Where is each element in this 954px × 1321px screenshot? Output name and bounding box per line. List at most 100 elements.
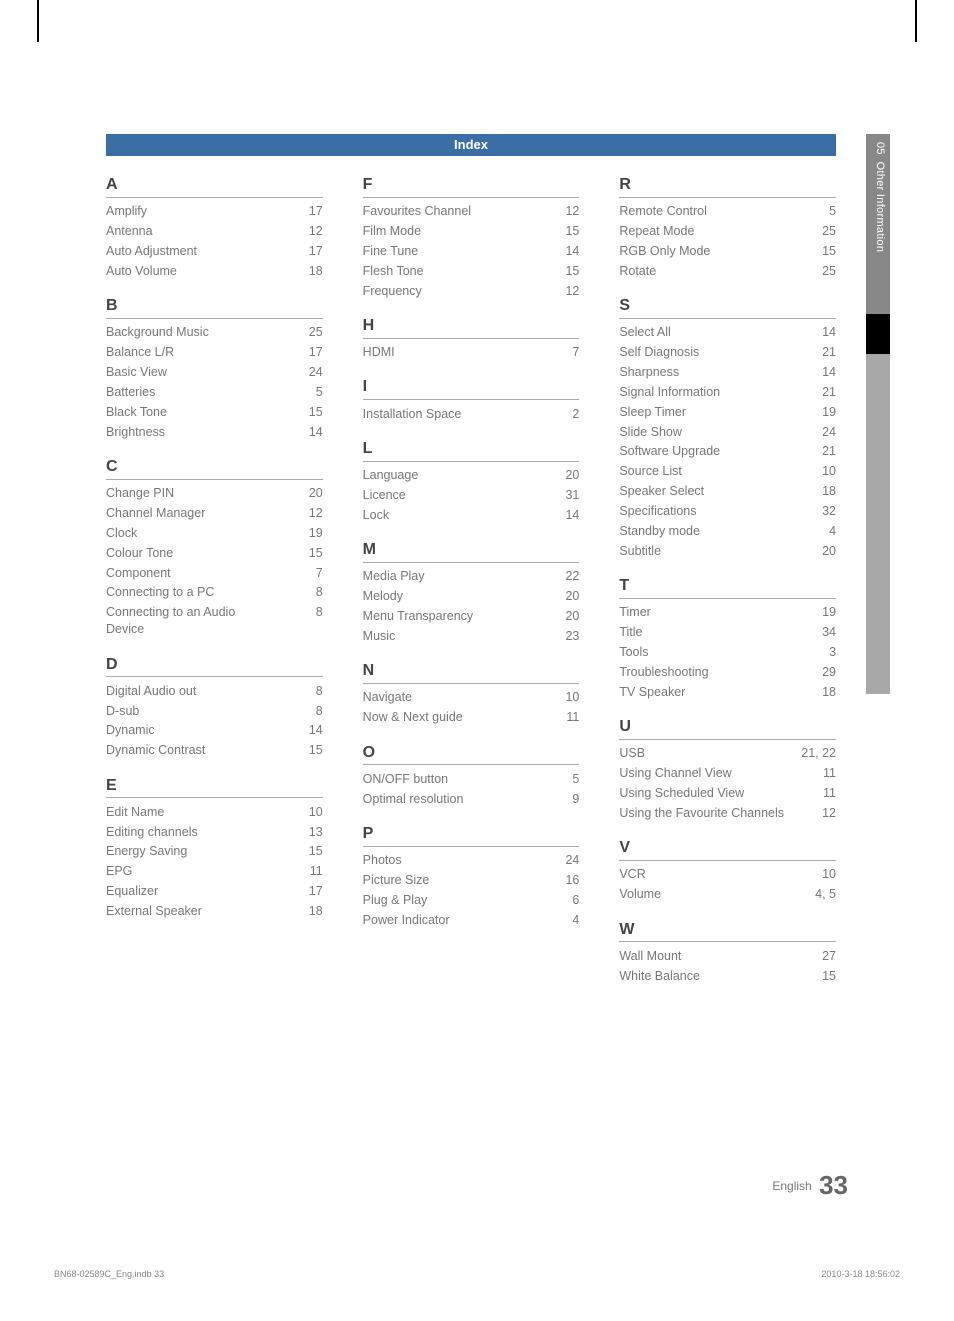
index-row: Dynamic14 — [106, 721, 323, 741]
index-row: Sleep Timer19 — [619, 402, 836, 422]
index-page: 5 — [539, 771, 579, 788]
index-row: White Balance15 — [619, 966, 836, 986]
index-page: 4 — [796, 523, 836, 540]
index-term: Navigate — [363, 689, 540, 706]
index-column: FFavourites Channel12Film Mode15Fine Tun… — [363, 174, 580, 1000]
index-row: Standby mode4 — [619, 521, 836, 541]
index-page: 19 — [796, 404, 836, 421]
index-page: 14 — [539, 507, 579, 524]
index-letter: T — [619, 575, 836, 599]
index-term: VCR — [619, 866, 796, 883]
index-page: 8 — [283, 683, 323, 700]
page-footer: English 33 — [772, 1170, 848, 1201]
index-row: Batteries5 — [106, 382, 323, 402]
index-term: Software Upgrade — [619, 443, 796, 460]
index-row: Using Channel View11 — [619, 764, 836, 784]
index-page: 15 — [283, 742, 323, 759]
index-group: PPhotos24Picture Size16Plug & Play6Power… — [363, 823, 580, 930]
index-page: 27 — [796, 948, 836, 965]
index-row: TV Speaker18 — [619, 682, 836, 702]
index-term: Connecting to an Audio Device — [106, 604, 283, 638]
index-page: 10 — [796, 866, 836, 883]
index-page: 15 — [539, 263, 579, 280]
index-page: 7 — [539, 344, 579, 361]
index-row: Installation Space2 — [363, 404, 580, 424]
index-row: Wall Mount27 — [619, 946, 836, 966]
index-row: Slide Show24 — [619, 422, 836, 442]
index-row: EPG11 — [106, 862, 323, 882]
side-tab-lightgray — [866, 354, 890, 694]
index-row: Auto Adjustment17 — [106, 241, 323, 261]
index-group: EEdit Name10Editing channels13Energy Sav… — [106, 775, 323, 922]
index-page: 14 — [796, 364, 836, 381]
index-page: 15 — [283, 843, 323, 860]
index-row: Timer19 — [619, 603, 836, 623]
index-group: OON/OFF button5Optimal resolution9 — [363, 742, 580, 809]
index-term: Component — [106, 565, 283, 582]
index-row: Frequency12 — [363, 281, 580, 301]
index-letter: C — [106, 456, 323, 480]
index-term: Picture Size — [363, 872, 540, 889]
index-row: Optimal resolution9 — [363, 789, 580, 809]
index-group: WWall Mount27White Balance15 — [619, 919, 836, 986]
index-page: 18 — [283, 903, 323, 920]
index-row: Plug & Play6 — [363, 890, 580, 910]
index-term: Photos — [363, 852, 540, 869]
index-page: 22 — [539, 568, 579, 585]
index-term: Sharpness — [619, 364, 796, 381]
index-row: Subtitle20 — [619, 541, 836, 561]
index-page: 34 — [796, 624, 836, 641]
index-page: 10 — [539, 689, 579, 706]
index-page: 14 — [796, 324, 836, 341]
index-page: 24 — [796, 424, 836, 441]
index-row: Melody20 — [363, 587, 580, 607]
index-term: Remote Control — [619, 203, 796, 220]
index-page: 4 — [539, 912, 579, 929]
index-row: Fine Tune14 — [363, 241, 580, 261]
index-row: Connecting to an Audio Device8 — [106, 603, 323, 640]
index-term: HDMI — [363, 344, 540, 361]
crop-mark-left — [37, 0, 39, 42]
index-page: 25 — [283, 324, 323, 341]
index-group: MMedia Play22Melody20Menu Transparency20… — [363, 539, 580, 646]
index-row: Energy Saving15 — [106, 842, 323, 862]
index-page: 13 — [283, 824, 323, 841]
index-term: Speaker Select — [619, 483, 796, 500]
index-row: Lock14 — [363, 505, 580, 525]
index-term: Antenna — [106, 223, 283, 240]
index-row: Source List10 — [619, 462, 836, 482]
index-row: Equalizer17 — [106, 882, 323, 902]
index-term: Troubleshooting — [619, 664, 796, 681]
index-term: Balance L/R — [106, 344, 283, 361]
index-page: 20 — [539, 608, 579, 625]
index-term: Volume — [619, 886, 796, 903]
index-page: 24 — [283, 364, 323, 381]
index-page: 5 — [283, 384, 323, 401]
index-group: VVCR10Volume4, 5 — [619, 837, 836, 904]
index-page: 11 — [796, 765, 836, 782]
index-term: Timer — [619, 604, 796, 621]
index-page: 14 — [539, 243, 579, 260]
index-page: 14 — [283, 424, 323, 441]
index-term: Dynamic — [106, 722, 283, 739]
index-term: Editing channels — [106, 824, 283, 841]
index-term: Specifications — [619, 503, 796, 520]
index-row: Edit Name10 — [106, 802, 323, 822]
index-row: Navigate10 — [363, 688, 580, 708]
index-row: Rotate25 — [619, 261, 836, 281]
index-group: RRemote Control5Repeat Mode25RGB Only Mo… — [619, 174, 836, 281]
index-page: 20 — [539, 588, 579, 605]
index-term: USB — [619, 745, 796, 762]
index-term: Using Scheduled View — [619, 785, 796, 802]
side-tab-black — [866, 314, 890, 354]
index-page: 15 — [796, 968, 836, 985]
index-term: Frequency — [363, 283, 540, 300]
index-page: 10 — [796, 463, 836, 480]
index-row: Digital Audio out8 — [106, 681, 323, 701]
index-row: Repeat Mode25 — [619, 221, 836, 241]
index-page: 15 — [283, 545, 323, 562]
index-term: Channel Manager — [106, 505, 283, 522]
index-term: Brightness — [106, 424, 283, 441]
index-page: 12 — [283, 505, 323, 522]
index-group: UUSB21, 22Using Channel View11Using Sche… — [619, 716, 836, 823]
